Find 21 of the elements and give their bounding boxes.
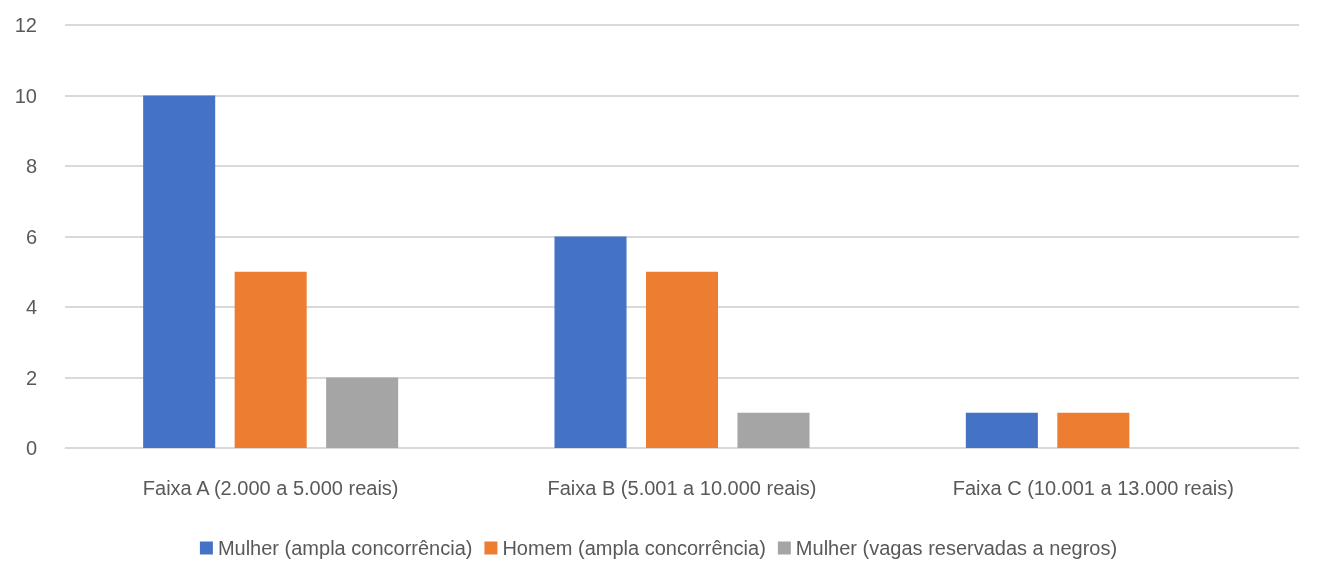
x-tick-label: Faixa C (10.001 a 13.000 reais)	[952, 477, 1234, 499]
bar	[326, 377, 399, 448]
x-tick-label: Faixa A (2.000 a 5.000 reais)	[142, 477, 399, 499]
y-tick-label: 8	[25, 155, 37, 177]
y-tick-label: 12	[14, 14, 37, 36]
bar	[645, 271, 719, 448]
bar	[554, 236, 627, 448]
y-tick-label: 0	[25, 437, 37, 459]
x-tick-label: Faixa B (5.001 a 10.000 reais)	[547, 477, 817, 499]
bar	[143, 95, 216, 448]
y-tick-label: 10	[14, 84, 37, 107]
y-tick-label: 6	[25, 225, 37, 248]
y-tick-label: 4	[25, 296, 37, 318]
bar	[965, 412, 1038, 448]
bar	[234, 271, 307, 448]
bar	[737, 412, 810, 448]
bar	[1057, 412, 1130, 448]
legend-label: Mulher (vagas reservadas a negros)	[795, 537, 1118, 559]
legend-label: Mulher (ampla concorrência)	[217, 537, 473, 559]
y-tick-label: 2	[25, 366, 37, 389]
legend-label: Homem (ampla concorrência)	[502, 537, 766, 559]
